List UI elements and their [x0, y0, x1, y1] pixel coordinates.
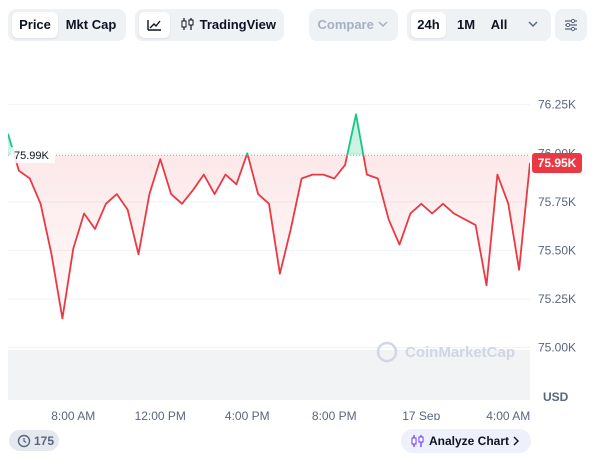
range-group: 24h 1M All [407, 9, 551, 41]
line-icon [147, 20, 161, 31]
volume-backdrop [8, 350, 530, 400]
y-tick-label: 75.25K [538, 292, 576, 306]
line-chart-button[interactable] [139, 12, 170, 38]
watermark-logo [376, 341, 398, 363]
reference-label: 75.99K [14, 150, 50, 162]
y-tick-label: 76.25K [538, 98, 576, 112]
y-tick-label: 75.75K [538, 195, 576, 209]
watermark: CoinMarketCap [405, 344, 515, 361]
price-line-below [13, 155, 530, 320]
reference-label-bg [11, 147, 55, 164]
x-tick-label: 4:00 AM [486, 409, 530, 420]
tab-mkt-cap[interactable]: Mkt Cap [65, 17, 117, 32]
current-price-label: 75.95K [538, 156, 577, 170]
compare-dropdown[interactable]: Compare [309, 9, 398, 41]
y-tick-label: 75.00K [538, 341, 576, 355]
tradingview-label: TradingView [199, 17, 276, 32]
range-more[interactable] [519, 12, 547, 38]
y-unit-label: USD [543, 390, 569, 404]
x-tick-label: 8:00 PM [312, 409, 357, 420]
analyze-label: Analyze Chart [429, 434, 510, 448]
tradingview-button[interactable]: TradingView [175, 12, 281, 38]
range-24h[interactable]: 24h [411, 12, 446, 38]
x-tick-label: 12:00 PM [135, 409, 186, 420]
x-tick-label: 17 Sep [402, 409, 440, 420]
x-tick-label: 8:00 AM [51, 409, 95, 420]
current-price-tag [532, 152, 582, 173]
settings-button[interactable] [555, 9, 587, 41]
arrow-icon [513, 436, 519, 446]
chevron-icon [378, 21, 389, 28]
tab-price[interactable]: Price [12, 12, 58, 38]
area-below [8, 155, 530, 319]
tab-group: Price Mkt Cap [8, 9, 126, 41]
settings-icon [565, 18, 577, 32]
candle-icon [181, 18, 194, 30]
chart-style-group: TradingView [135, 9, 284, 41]
range-all[interactable]: All [490, 17, 508, 32]
price-chart: 75.00K75.25K75.50K75.75K76.00K76.25KUSD8… [8, 98, 582, 420]
analyze-chart-button[interactable]: Analyze Chart [401, 429, 531, 453]
x-tick-label: 4:00 PM [225, 409, 270, 420]
y-tick-label: 75.50K [538, 243, 576, 257]
range-1m[interactable]: 1M [456, 17, 476, 32]
history-badge[interactable]: 175 [9, 430, 59, 451]
compare-label: Compare [317, 17, 374, 32]
analyze-icon [411, 435, 424, 447]
history-icon [17, 434, 31, 448]
history-count: 175 [34, 434, 55, 448]
chevron-icon [528, 21, 538, 28]
